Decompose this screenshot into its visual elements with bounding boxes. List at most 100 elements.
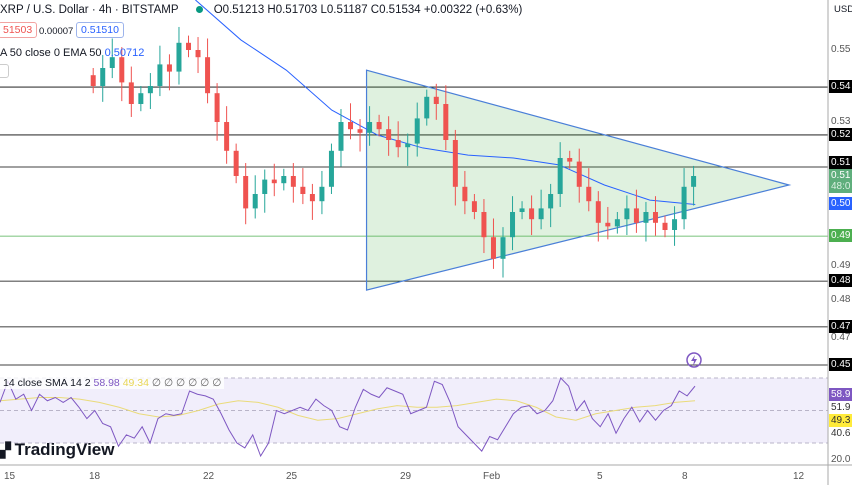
- candle-body: [414, 118, 420, 144]
- candle-body: [357, 129, 363, 133]
- candle-body: [224, 122, 230, 151]
- lightning-icon[interactable]: [686, 352, 702, 368]
- price-axis-label: 0.48: [829, 274, 852, 287]
- rsi-extra-values: ∅ ∅ ∅ ∅ ∅ ∅: [151, 377, 222, 389]
- candle-body: [386, 129, 392, 140]
- price-axis-label: 0.52: [829, 128, 852, 141]
- ema-indicator-value: 0.50712: [104, 47, 145, 59]
- candle-body: [519, 208, 525, 212]
- candle-body: [691, 176, 697, 187]
- candle-body: [128, 82, 134, 104]
- price-axis-label: 40.6: [831, 428, 851, 439]
- candle-body: [100, 68, 106, 86]
- candle-body: [471, 201, 477, 212]
- candle-body: [557, 158, 563, 194]
- price-axis-label: 51.9: [831, 402, 851, 413]
- candle-body: [243, 176, 249, 209]
- candle-body: [309, 194, 315, 202]
- candle-body: [567, 158, 573, 162]
- candle-body: [462, 186, 468, 202]
- candle-body: [233, 150, 239, 176]
- date-axis-label: Feb: [483, 471, 501, 482]
- price-axis-label: 0.47: [829, 320, 852, 333]
- sell-button[interactable]: 51503: [0, 22, 38, 38]
- candle-body: [643, 212, 649, 223]
- candle-body: [367, 122, 373, 133]
- collapse-indicators-button[interactable]: [0, 64, 9, 78]
- candle-body: [119, 57, 125, 83]
- candle-body: [538, 208, 544, 220]
- candle-body: [481, 212, 487, 238]
- candle-body: [186, 42, 192, 50]
- lightning-glyph: [691, 355, 697, 366]
- date-axis-label: 12: [793, 471, 805, 482]
- symbol-title: XRP / U.S. Dollar · 4h · BITSTAMP O0.512…: [0, 4, 523, 16]
- price-axis-label: 0.49: [831, 260, 851, 271]
- candle-body: [395, 140, 401, 148]
- rsi-indicator-label: 14 close SMA 14 2: [3, 377, 91, 389]
- candle-body: [605, 222, 611, 227]
- candle-body: [214, 93, 220, 122]
- candle-body: [681, 186, 687, 220]
- candle-body: [328, 150, 334, 187]
- price-axis-label: 0.54: [829, 80, 852, 93]
- price-axis-label: 20.0: [831, 454, 851, 465]
- rsi-sma-line: [0, 397, 696, 421]
- candle-body: [548, 194, 554, 209]
- candle-body: [510, 212, 516, 238]
- price-axis-label: 0.47: [831, 332, 851, 343]
- date-axis-label: 29: [400, 471, 412, 482]
- candle-body: [672, 219, 678, 230]
- candle-body: [452, 140, 458, 187]
- price-axis-label: 0.48: [831, 294, 851, 305]
- candle-body: [195, 50, 201, 58]
- candle-body: [595, 201, 601, 223]
- candle-body: [405, 143, 411, 148]
- price-axis-label: 49.3: [829, 414, 852, 427]
- candle-body: [614, 219, 620, 227]
- candle-body: [271, 179, 277, 184]
- price-axis-label: 58.9: [829, 388, 852, 401]
- candle-body: [529, 208, 535, 220]
- candle-body: [147, 86, 153, 94]
- candle-body: [176, 42, 182, 72]
- candle-body: [300, 186, 306, 194]
- buy-button[interactable]: 0.51510: [76, 22, 124, 38]
- candle-body: [433, 96, 439, 104]
- date-axis-label: 18: [89, 471, 101, 482]
- candle-body: [166, 64, 172, 72]
- date-axis-label: 5: [597, 471, 603, 482]
- price-axis-label: 0.45: [829, 358, 852, 371]
- spread-value: 0.00007: [39, 26, 74, 37]
- candle-body: [376, 122, 382, 130]
- ema-50-line: [195, 0, 696, 205]
- candle-body: [576, 161, 582, 187]
- candle-body: [205, 57, 211, 94]
- candle-body: [586, 186, 592, 202]
- candle-body: [500, 237, 506, 259]
- date-axis-label: 25: [286, 471, 298, 482]
- candle-body: [262, 179, 268, 194]
- candle-body: [490, 237, 496, 259]
- candle-body: [338, 122, 344, 151]
- candle-body: [652, 212, 658, 223]
- candle-body: [424, 96, 430, 119]
- candle-body: [348, 122, 354, 130]
- candle-body: [281, 176, 287, 184]
- price-axis-label: 0.53: [831, 116, 851, 127]
- candle-body: [138, 93, 144, 104]
- candle-body: [633, 208, 639, 223]
- tradingview-logo[interactable]: ▞ TradingView: [0, 440, 115, 459]
- ema-indicator-label: A 50 close 0 EMA 50: [0, 47, 102, 59]
- date-axis-label: 15: [4, 471, 16, 482]
- candle-body: [290, 176, 296, 187]
- candle-body: [252, 194, 258, 209]
- date-axis-label: 8: [682, 471, 688, 482]
- price-axis-label: 0.51: [829, 169, 852, 182]
- currency-label: USD: [834, 4, 852, 15]
- rsi-value: 58.98: [93, 377, 120, 389]
- candle-body: [319, 186, 325, 202]
- candle-body: [443, 104, 449, 140]
- candle-body: [662, 222, 668, 230]
